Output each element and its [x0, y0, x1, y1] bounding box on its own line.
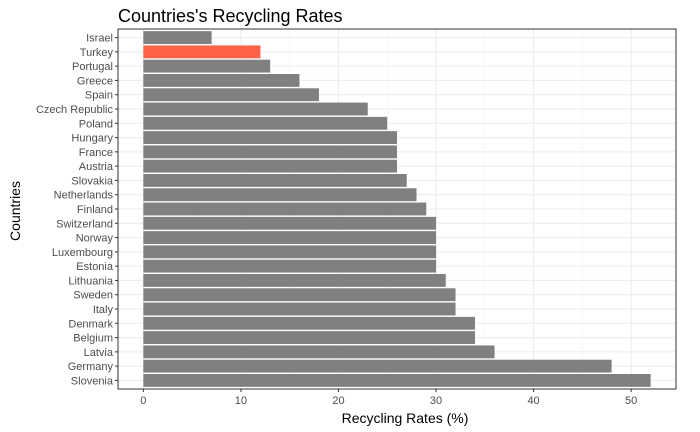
y-tick-label: Spain	[85, 90, 113, 102]
x-tick-label: 50	[625, 395, 637, 407]
x-tick-label: 20	[332, 395, 344, 407]
y-tick-label: Lithuania	[68, 275, 114, 287]
bar-estonia	[143, 259, 437, 273]
bar-austria	[143, 159, 397, 173]
y-tick-label: Belgium	[73, 333, 113, 345]
y-tick-label: Israel	[86, 33, 113, 45]
panel-border	[117, 28, 677, 390]
bar-switzerland	[143, 216, 437, 230]
y-tick-label: Hungary	[71, 133, 113, 145]
bar-slovakia	[143, 174, 407, 187]
y-tick-label: Sweden	[73, 290, 113, 302]
y-tick-label: Austria	[79, 161, 114, 173]
y-tick-label: Turkey	[80, 47, 114, 59]
y-tick-label: Estonia	[76, 261, 114, 273]
y-tick-label: Netherlands	[54, 190, 114, 202]
bar-czech-republic	[143, 102, 368, 116]
y-tick-label: Luxembourg	[52, 247, 113, 259]
y-tick-label: Slovenia	[71, 375, 114, 387]
bar-france	[143, 145, 397, 159]
bar-germany	[143, 359, 612, 373]
bar-hungary	[143, 131, 397, 144]
bar-luxembourg	[143, 245, 437, 259]
bar-netherlands	[143, 188, 417, 202]
x-axis-title: Recycling Rates (%)	[342, 410, 469, 426]
y-axis: Israel Turkey Portugal Greece Spain Czech Rep…	[36, 33, 118, 387]
bar-denmark	[143, 316, 476, 330]
y-axis-title: Countries	[7, 181, 23, 241]
bar-sweden	[143, 288, 456, 302]
x-tick-label: 40	[527, 395, 539, 407]
y-tick-label: Italy	[93, 304, 114, 316]
y-tick-label: Greece	[77, 75, 113, 87]
bar-israel	[143, 31, 212, 44]
bar-turkey	[143, 45, 261, 59]
bar-greece	[143, 74, 300, 87]
bar-portugal	[143, 59, 271, 73]
bar-latvia	[143, 345, 495, 359]
x-tick-label: 30	[430, 395, 442, 407]
bar-spain	[143, 88, 319, 102]
y-tick-label: Switzerland	[56, 218, 113, 230]
bar-poland	[143, 116, 388, 130]
x-axis: 0 10 20 30 40 50	[140, 389, 637, 407]
x-tick-label: 10	[235, 395, 247, 407]
y-tick-label: Czech Republic	[36, 104, 114, 116]
y-tick-label: Latvia	[84, 347, 114, 359]
y-tick-label: Poland	[79, 118, 113, 130]
y-tick-label: Portugal	[72, 61, 113, 73]
bar-belgium	[143, 331, 476, 344]
y-tick-label: Denmark	[68, 318, 113, 330]
bar-italy	[143, 302, 456, 316]
bar-finland	[143, 202, 427, 216]
bars	[143, 31, 651, 387]
bar-slovenia	[143, 374, 651, 387]
bar-norway	[143, 231, 437, 244]
y-tick-label: Slovakia	[71, 175, 113, 187]
y-tick-label: Norway	[76, 233, 114, 245]
y-tick-label: Finland	[77, 204, 113, 216]
chart-title: Countries's Recycling Rates	[118, 6, 343, 26]
y-tick-label: Germany	[68, 361, 114, 373]
x-tick-label: 0	[140, 395, 146, 407]
bar-lithuania	[143, 274, 446, 287]
y-tick-label: France	[79, 147, 113, 159]
